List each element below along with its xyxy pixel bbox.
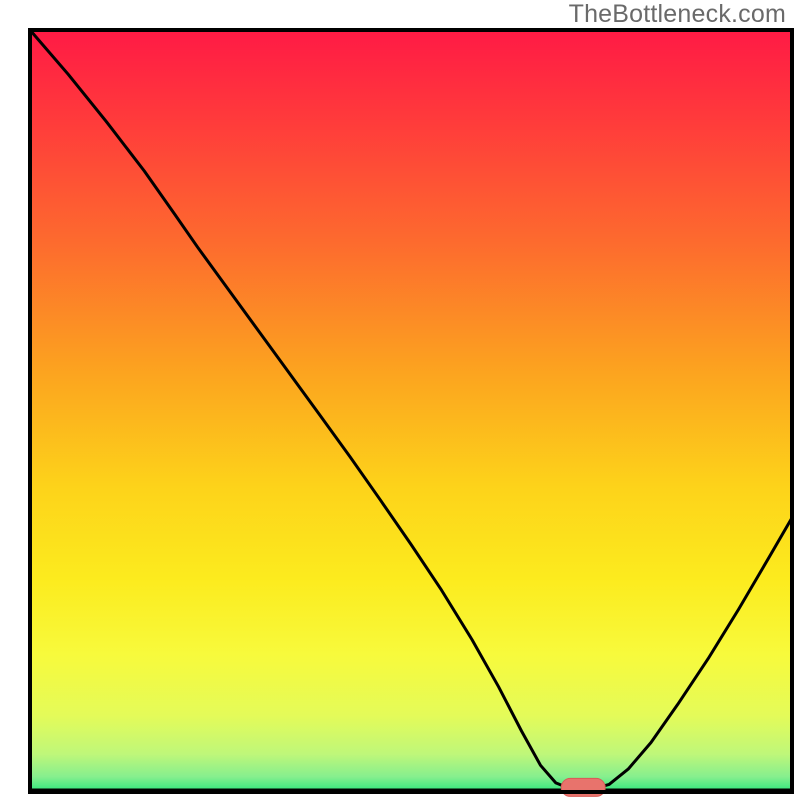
gradient-background — [30, 30, 792, 792]
bottleneck-chart — [0, 0, 800, 800]
chart-svg — [0, 0, 800, 800]
chart-container: TheBottleneck.com — [0, 0, 800, 800]
